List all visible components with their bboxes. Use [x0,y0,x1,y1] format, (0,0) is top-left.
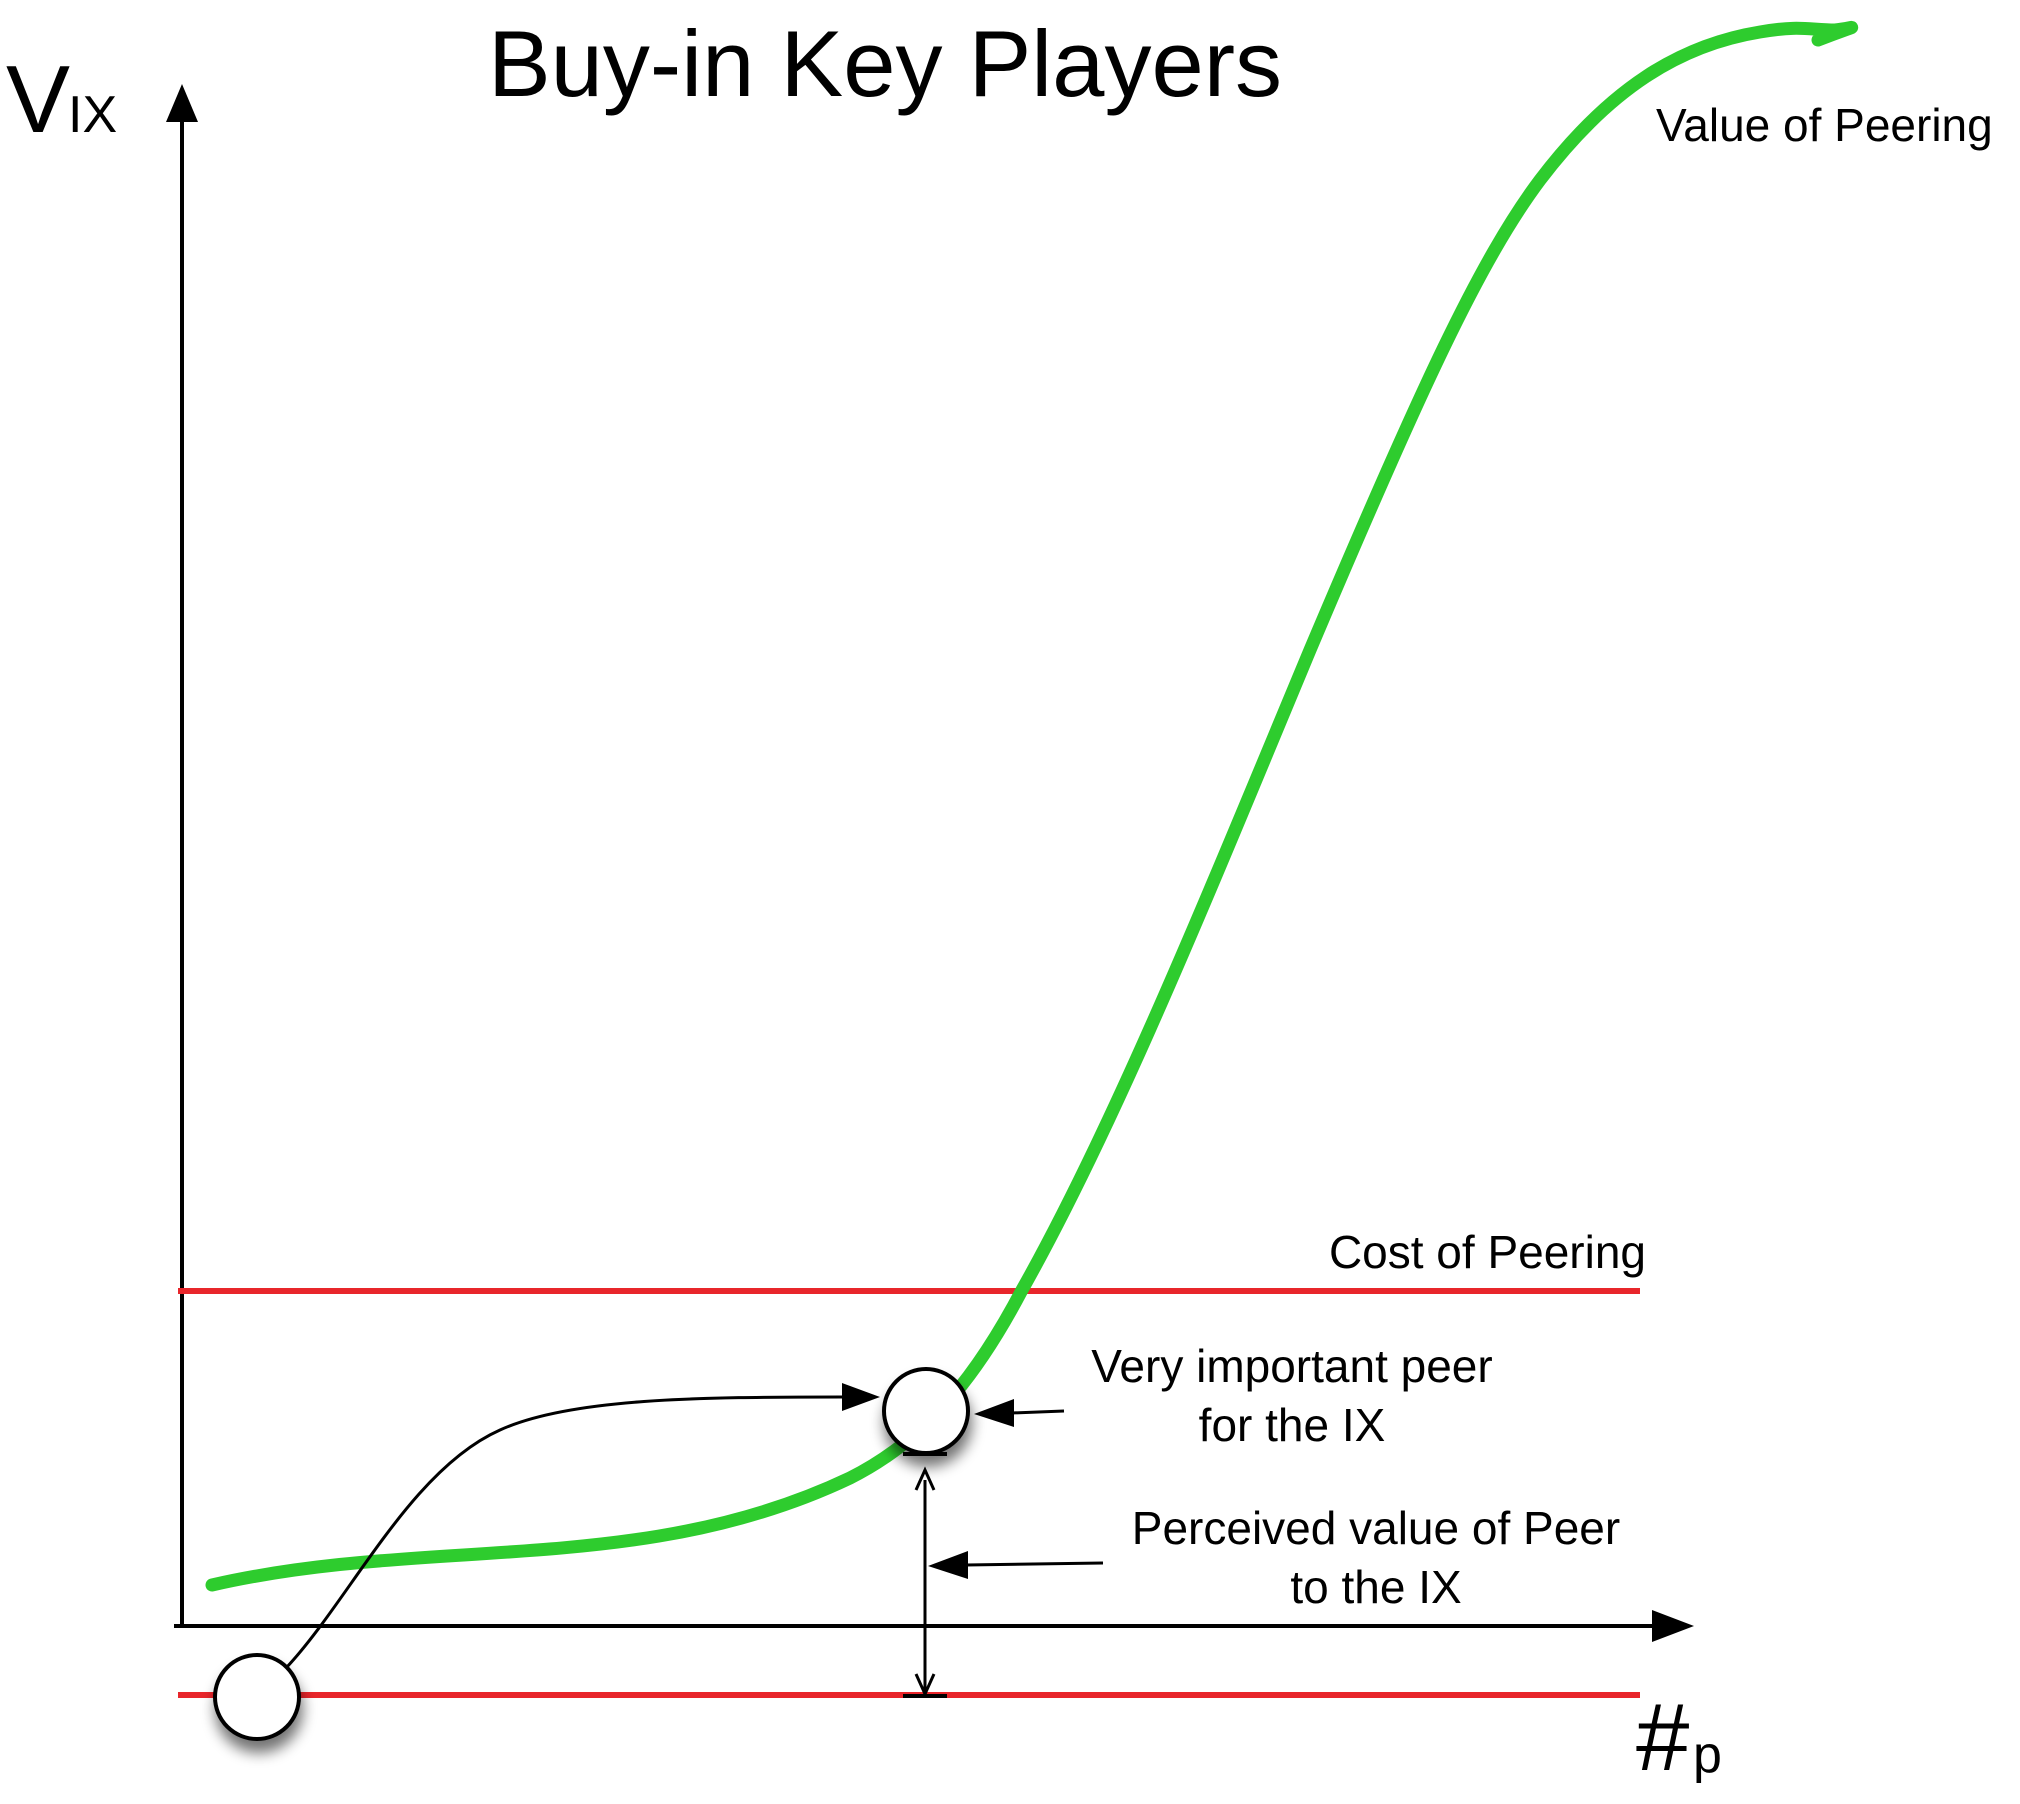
x-axis-label-main: # [1636,1684,1689,1791]
value-of-peering-label: Value of Peering [1656,99,1993,151]
x-axis-label: # p [1636,1684,1722,1791]
y-axis-label-main: V [6,46,70,153]
perceived-value-arrow [903,1452,947,1698]
important-peer-label-line1: Very important peer [1091,1340,1492,1392]
cost-of-peering-label: Cost of Peering [1329,1226,1646,1278]
important-peer-node [882,1367,970,1455]
y-axis [166,84,198,1626]
perceived-value-label-line1: Perceived value of Peer [1132,1502,1620,1554]
perceived-value-label-line2: to the IX [1290,1561,1461,1613]
connector-arrowhead [842,1383,880,1411]
important-peer-label-line2: for the IX [1199,1399,1386,1451]
perceived-value-pointer [928,1551,1104,1579]
y-axis-label: V IX [6,46,117,153]
new-peer-node [213,1653,301,1741]
x-axis-label-sub: p [1693,1726,1722,1784]
connector-curve [284,1395,843,1670]
y-axis-label-sub: IX [68,86,117,144]
x-axis [174,1610,1694,1642]
diagram-title: Buy-in Key Players [488,11,1282,116]
important-peer-pointer [974,1399,1065,1427]
value-of-peering-curve [205,20,1859,1592]
